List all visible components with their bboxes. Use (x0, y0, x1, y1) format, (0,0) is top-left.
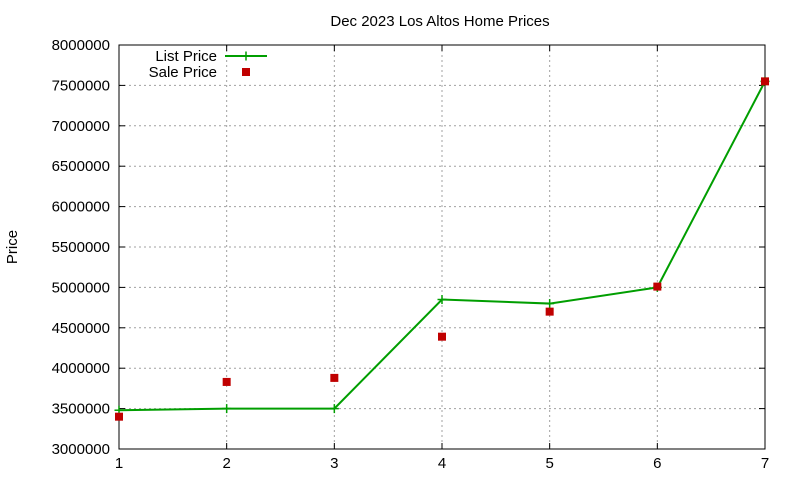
y-tick-label: 3500000 (52, 401, 110, 418)
legend-marker-list-price (241, 51, 251, 61)
list-price-point (545, 299, 555, 309)
chart-title: Dec 2023 Los Altos Home Prices (330, 13, 549, 30)
grid (119, 45, 765, 449)
x-tick-label: 1 (115, 455, 123, 472)
legend-marker-sale-price (242, 68, 250, 76)
y-axis-label: Price (4, 230, 21, 264)
y-tick-label: 7000000 (52, 118, 110, 135)
y-tick-label: 5000000 (52, 279, 110, 296)
y-tick-label: 6500000 (52, 158, 110, 175)
legend-label-list-price: List Price (155, 48, 217, 65)
sale-price-point (761, 77, 769, 86)
y-tick-label: 4500000 (52, 320, 110, 337)
y-tick-label: 4000000 (52, 360, 110, 377)
x-tick-label: 4 (438, 455, 446, 472)
x-tick-label: 2 (222, 455, 230, 472)
sale-price-point (115, 412, 123, 421)
legend-label-sale-price: Sale Price (149, 64, 217, 81)
y-tick-label: 5500000 (52, 239, 110, 256)
list-price-point (437, 295, 447, 305)
x-tick-label: 3 (330, 455, 338, 472)
sale-price-point (222, 377, 231, 386)
list-price-point (222, 404, 232, 414)
series (114, 76, 770, 421)
series-sale-price (115, 77, 769, 421)
x-tick-label: 7 (761, 455, 769, 472)
ticks: 3000000 3500000 4000000 4500000 5000000 55000… (52, 37, 770, 472)
y-tick-label: 6000000 (52, 199, 110, 216)
y-tick-label: 8000000 (52, 37, 110, 54)
x-tick-label: 5 (545, 455, 553, 472)
x-tick-label: 6 (653, 455, 661, 472)
sale-price-point (653, 282, 662, 291)
sale-price-point (545, 307, 554, 316)
list-price-point (329, 404, 339, 414)
sale-price-point (330, 373, 339, 382)
y-tick-label: 3000000 (52, 441, 110, 458)
y-tick-label: 7500000 (52, 77, 110, 94)
sale-price-point (438, 332, 446, 341)
